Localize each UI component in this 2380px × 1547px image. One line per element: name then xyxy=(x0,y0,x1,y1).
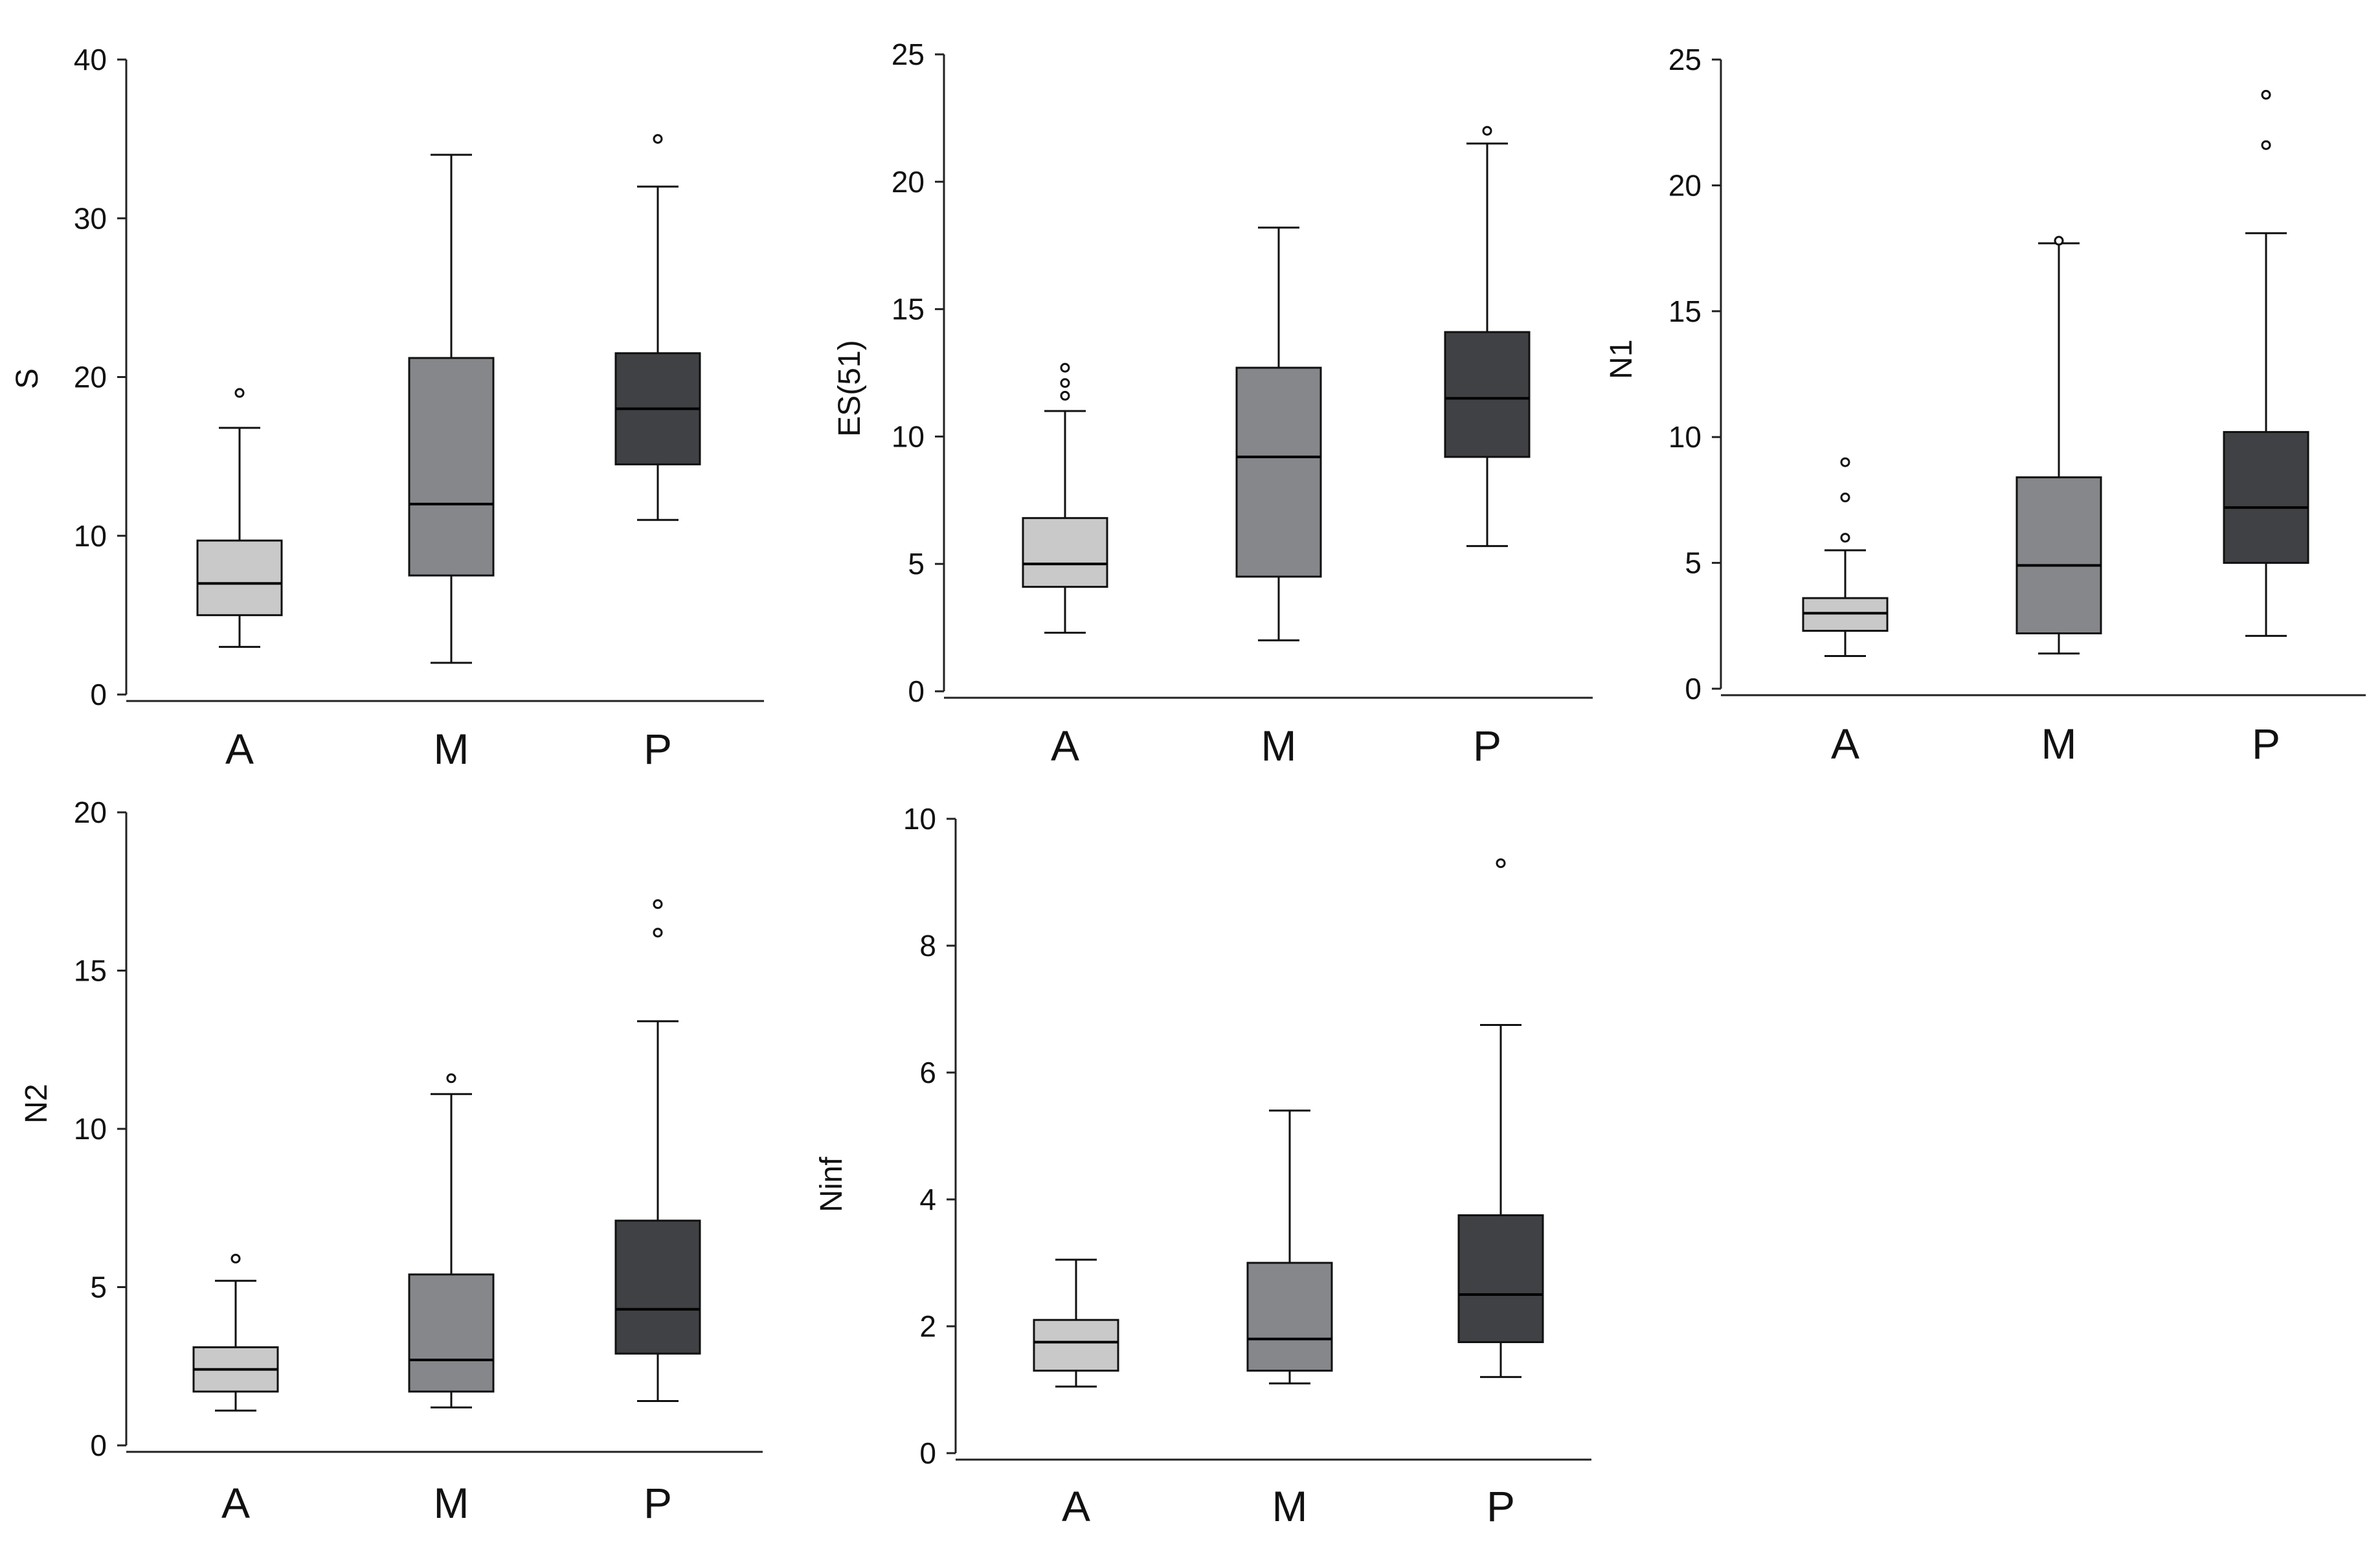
outlier-point xyxy=(1840,493,1850,503)
iqr-box xyxy=(1457,1214,1544,1343)
y-tick-label: 0 xyxy=(919,1436,936,1470)
category-label-m: M xyxy=(434,1479,469,1527)
y-tick-label: 25 xyxy=(1668,43,1701,76)
box-m xyxy=(2015,236,2102,655)
box-m xyxy=(408,1073,495,1408)
category-label-a: A xyxy=(221,1479,250,1527)
category-label-m: M xyxy=(2041,720,2077,768)
chart-panel-ninf: 0 2 4 6 8 10 Ninf A M P xyxy=(814,802,1591,1530)
outlier-point xyxy=(234,388,245,398)
category-label-a: A xyxy=(1062,1482,1090,1530)
outlier-point xyxy=(1496,858,1506,869)
box-p xyxy=(2223,89,2309,637)
category-label-m: M xyxy=(1272,1482,1308,1530)
chart-panel-s: 0 10 20 30 40 S A M P xyxy=(10,43,764,773)
outlier-point xyxy=(1840,457,1850,467)
y-tick-label: 10 xyxy=(903,802,936,836)
category-label-p: P xyxy=(1487,1482,1515,1530)
category-label-a: A xyxy=(1051,722,1079,770)
iqr-box xyxy=(1444,331,1531,458)
box-a xyxy=(192,1253,279,1412)
box-a xyxy=(1033,1258,1119,1388)
outlier-point xyxy=(1060,362,1070,373)
outlier-point xyxy=(653,928,663,938)
y-tick-label: 20 xyxy=(1668,168,1701,202)
iqr-box xyxy=(1235,366,1322,578)
outlier-point xyxy=(2261,140,2271,150)
iqr-box xyxy=(614,1219,701,1355)
chart-panel-n1: 0 5 10 15 20 25 N1 A M P xyxy=(1604,43,2366,768)
chart-panel-n2: 0 5 10 15 20 N2 A M P xyxy=(19,796,763,1527)
y-tick-label: 10 xyxy=(892,419,925,453)
box-p xyxy=(614,899,701,1403)
category-label-p: P xyxy=(1473,722,1501,770)
category-label-m: M xyxy=(434,725,469,773)
outlier-point xyxy=(2054,236,2064,246)
outlier-point xyxy=(2261,89,2271,100)
outlier-point xyxy=(1840,533,1850,543)
y-tick-label: 10 xyxy=(74,1112,107,1146)
iqr-box xyxy=(1022,517,1108,588)
y-tick-label: 5 xyxy=(1685,546,1701,580)
y-tick-label: 6 xyxy=(919,1056,936,1089)
outlier-point xyxy=(653,899,663,909)
y-tick-label: 20 xyxy=(74,796,107,829)
y-axis-label: N2 xyxy=(19,1084,54,1123)
y-axis-label: S xyxy=(10,368,45,389)
y-tick-label: 20 xyxy=(892,165,925,199)
y-tick-label: 5 xyxy=(908,547,925,581)
y-tick-label: 25 xyxy=(892,38,925,71)
outlier-point xyxy=(653,134,663,144)
box-a xyxy=(196,388,283,648)
box-m xyxy=(1246,1109,1333,1385)
y-tick-label: 0 xyxy=(90,1429,107,1462)
y-tick-label: 8 xyxy=(919,929,936,963)
iqr-box xyxy=(2223,430,2309,564)
box-p xyxy=(1457,858,1544,1378)
y-tick-label: 0 xyxy=(90,678,107,711)
y-tick-label: 15 xyxy=(892,293,925,326)
category-label-m: M xyxy=(1261,722,1297,770)
y-tick-label: 5 xyxy=(90,1271,107,1304)
category-label-p: P xyxy=(2252,720,2280,768)
outlier-point xyxy=(446,1073,456,1084)
y-tick-label: 15 xyxy=(1668,295,1701,328)
y-tick-label: 20 xyxy=(74,361,107,394)
outlier-point xyxy=(1482,126,1492,136)
y-tick-label: 30 xyxy=(74,201,107,235)
category-label-a: A xyxy=(1831,720,1859,768)
y-tick-label: 15 xyxy=(74,954,107,988)
y-tick-label: 4 xyxy=(919,1183,936,1216)
y-tick-label: 10 xyxy=(74,519,107,553)
box-p xyxy=(1444,126,1531,548)
iqr-box xyxy=(2015,476,2102,634)
box-a xyxy=(1802,457,1889,657)
outlier-point xyxy=(1060,390,1070,401)
iqr-box xyxy=(196,539,283,616)
iqr-box xyxy=(408,357,495,577)
iqr-box xyxy=(1246,1262,1333,1372)
y-tick-label: 0 xyxy=(908,674,925,708)
chart-panel-es51: 0 5 10 15 20 25 ES(51) A M P xyxy=(833,38,1593,770)
y-axis-label: N1 xyxy=(1604,339,1639,379)
category-label-a: A xyxy=(225,725,254,773)
y-tick-label: 40 xyxy=(74,43,107,76)
y-tick-label: 10 xyxy=(1668,420,1701,454)
category-label-p: P xyxy=(644,1479,672,1527)
y-axis-label: Ninf xyxy=(814,1157,849,1212)
box-a xyxy=(1022,362,1108,634)
category-label-p: P xyxy=(644,725,672,773)
y-axis-label: ES(51) xyxy=(833,340,867,436)
y-tick-label: 2 xyxy=(919,1309,936,1343)
iqr-box xyxy=(1033,1319,1119,1372)
box-p xyxy=(614,134,701,521)
box-m xyxy=(408,153,495,664)
outlier-point xyxy=(230,1253,241,1263)
iqr-box xyxy=(408,1273,495,1393)
y-tick-label: 0 xyxy=(1685,672,1701,706)
box-m xyxy=(1235,227,1322,641)
outlier-point xyxy=(1060,378,1070,388)
